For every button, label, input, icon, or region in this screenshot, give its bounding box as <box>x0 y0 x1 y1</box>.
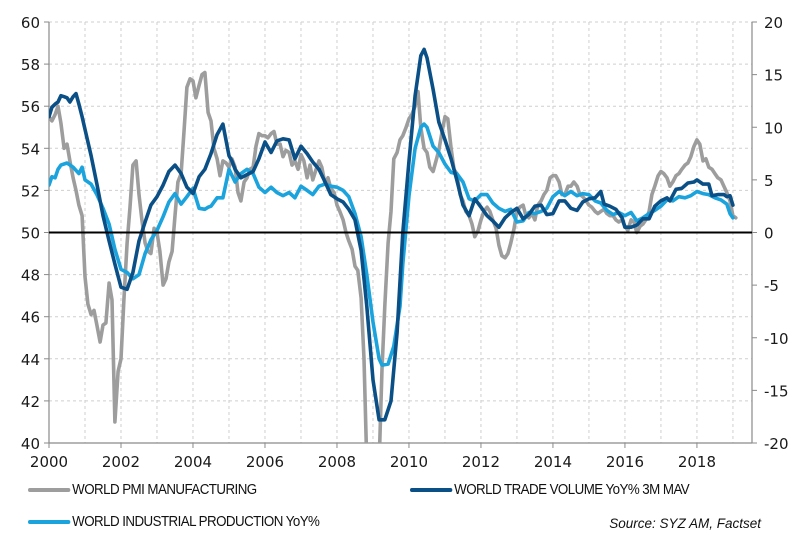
series-line-trade <box>49 47 735 422</box>
axes <box>44 21 757 448</box>
y-left-tick-label: 50 <box>21 225 40 243</box>
y-left-tick-label: 52 <box>21 182 40 200</box>
legend-swatch-trade <box>410 488 453 492</box>
legend-label-pmi: WORLD PMI MANUFACTURING <box>72 482 257 498</box>
x-tick-label: 2002 <box>102 453 140 471</box>
y-left-tick-label: 48 <box>21 267 40 285</box>
y-right-tick-label: 20 <box>764 14 783 32</box>
y-right-tick-label: -10 <box>764 330 789 348</box>
x-tick-label: 2004 <box>174 453 212 471</box>
x-tick-label: 2014 <box>534 453 572 471</box>
x-tick-label: 2006 <box>246 453 284 471</box>
legend-swatch-ip <box>28 520 71 524</box>
y-left-tick-label: 56 <box>21 98 40 116</box>
legend-item-trade: WORLD TRADE VOLUME YoY% 3M MAV <box>410 482 690 498</box>
x-tick-label: 2016 <box>606 453 644 471</box>
x-tick-label: 2010 <box>390 453 428 471</box>
legend-swatch-pmi <box>28 488 71 492</box>
y-right-tick-label: 5 <box>764 172 774 190</box>
x-tick-label: 2018 <box>678 453 716 471</box>
y-left-tick-label: 44 <box>21 351 40 369</box>
y-right-tick-label: 0 <box>764 225 774 243</box>
series-group <box>49 47 752 443</box>
y-right-tick-label: 15 <box>764 67 783 85</box>
y-left-tick-label: 60 <box>21 14 40 32</box>
y-right-tick-label: -20 <box>764 435 789 453</box>
y-left-tick-label: 58 <box>21 56 40 74</box>
legend-label-trade: WORLD TRADE VOLUME YoY% 3M MAV <box>454 482 690 498</box>
source-note: Source: SYZ AM, Factset <box>609 516 761 531</box>
y-left-tick-label: 42 <box>21 393 40 411</box>
legend-item-ip: WORLD INDUSTRIAL PRODUCTION YoY% <box>28 514 320 530</box>
y-right-tick-label: -15 <box>764 382 789 400</box>
legend-label-ip: WORLD INDUSTRIAL PRODUCTION YoY% <box>72 514 320 530</box>
tick-labels: 40 42 44 46 48 50 52 54 56 58 60 -20 -15 -10 -5 0 5 10 15 2… <box>21 14 789 471</box>
y-right-tick-label: -5 <box>764 277 779 295</box>
y-right-tick-label: 10 <box>764 119 783 137</box>
x-tick-label: 2012 <box>462 453 500 471</box>
series-line-pmi <box>49 70 738 443</box>
legend-item-pmi: WORLD PMI MANUFACTURING <box>28 482 257 498</box>
y-left-tick-label: 54 <box>21 140 40 158</box>
x-tick-label: 2008 <box>318 453 356 471</box>
y-left-tick-label: 40 <box>21 435 40 453</box>
y-left-tick-label: 46 <box>21 309 40 327</box>
x-tick-label: 2000 <box>30 453 68 471</box>
